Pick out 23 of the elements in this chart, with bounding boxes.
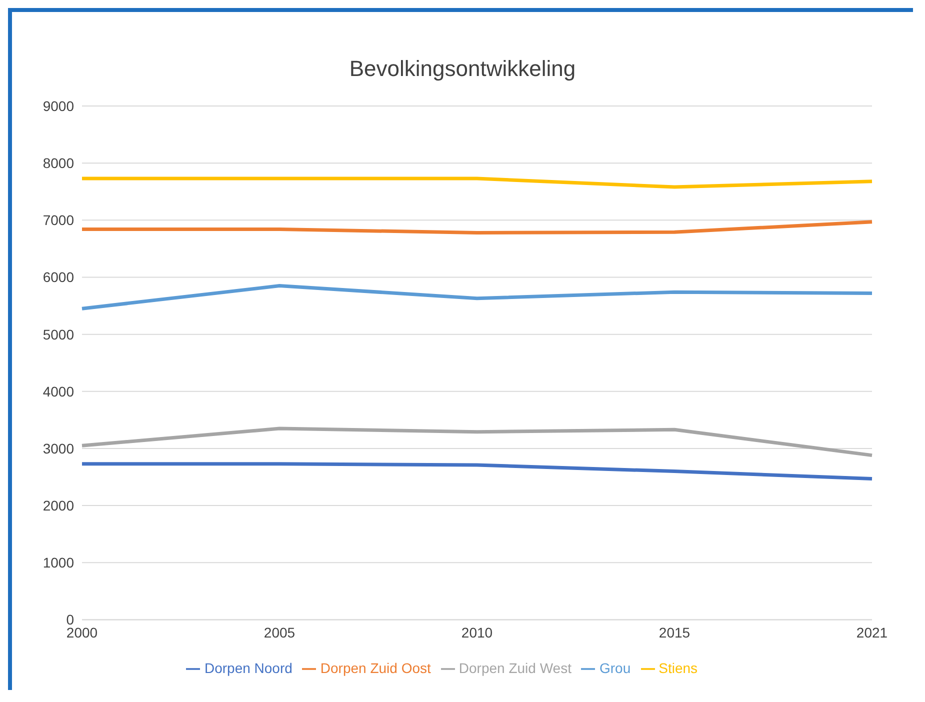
y-tick-label: 2000	[42, 498, 74, 514]
line-series	[80, 220, 874, 234]
y-tick-label: 4000	[42, 383, 74, 400]
legend-label: Dorpen Noord	[204, 660, 292, 676]
y-tick-label: 6000	[42, 269, 74, 286]
y-tick-label: 5000	[42, 326, 74, 342]
legend-label: Stiens	[658, 660, 698, 676]
legend-label: Grou	[599, 660, 631, 676]
y-tick-label: 1000	[42, 554, 74, 571]
line-series	[80, 426, 874, 458]
y-tick-label: 7000	[42, 212, 74, 228]
x-tick-label: 2010	[461, 624, 493, 641]
chart-title: Bevolkingsontwikkeling	[348, 55, 577, 83]
line-series	[80, 284, 874, 310]
legend-label: Dorpen Zuid Oost	[320, 660, 431, 676]
y-tick-label: 9000	[42, 98, 74, 114]
y-tick-label: 8000	[42, 155, 74, 172]
x-tick-label: 2015	[658, 624, 690, 641]
x-tick-label: 2021	[856, 624, 888, 641]
legend-label: Dorpen Zuid West	[458, 660, 572, 676]
y-tick-label: 3000	[42, 440, 74, 456]
x-tick-label: 2005	[264, 624, 296, 641]
line-series	[80, 462, 874, 480]
